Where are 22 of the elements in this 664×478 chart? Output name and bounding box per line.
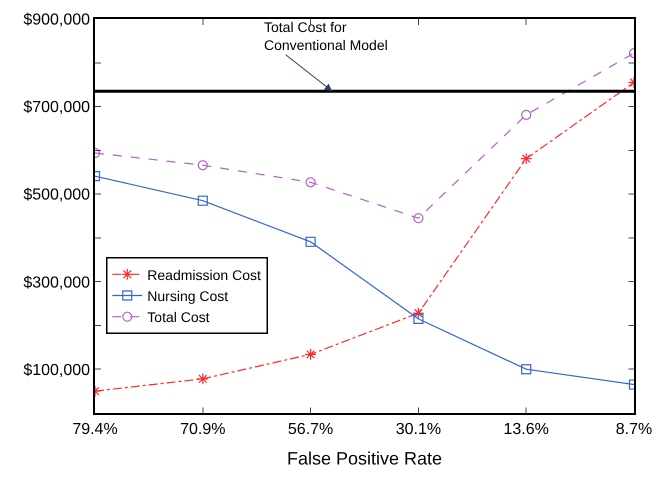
- y-tick-label: $100,000: [23, 362, 90, 379]
- y-tick-label: $700,000: [23, 99, 90, 116]
- legend-label: Nursing Cost: [147, 288, 228, 304]
- point: [306, 177, 316, 188]
- y-tick-label: $900,000: [23, 12, 90, 29]
- x-tick-label: 70.9%: [180, 420, 226, 438]
- legend-label: Total Cost: [147, 309, 210, 326]
- x-tick-label: 56.7%: [288, 420, 334, 438]
- x-tick-label: 8.7%: [616, 420, 652, 438]
- ref-line-label: Total Cost for Conventional Model: [264, 19, 388, 54]
- x-axis-title: False Positive Rate: [286, 448, 442, 469]
- y-tick-label: $500,000: [23, 186, 90, 204]
- x-tick-label: 79.4%: [72, 420, 118, 438]
- legend-label: Readmission Cost: [147, 266, 261, 283]
- point: [306, 236, 316, 247]
- point: [413, 213, 424, 224]
- x-tick-label: 13.6%: [504, 420, 549, 438]
- point: [412, 307, 424, 320]
- y-tick-label: $300,000: [23, 274, 90, 292]
- point: [304, 348, 317, 360]
- x-tick-label: 30.1%: [396, 420, 442, 438]
- point: [413, 314, 424, 324]
